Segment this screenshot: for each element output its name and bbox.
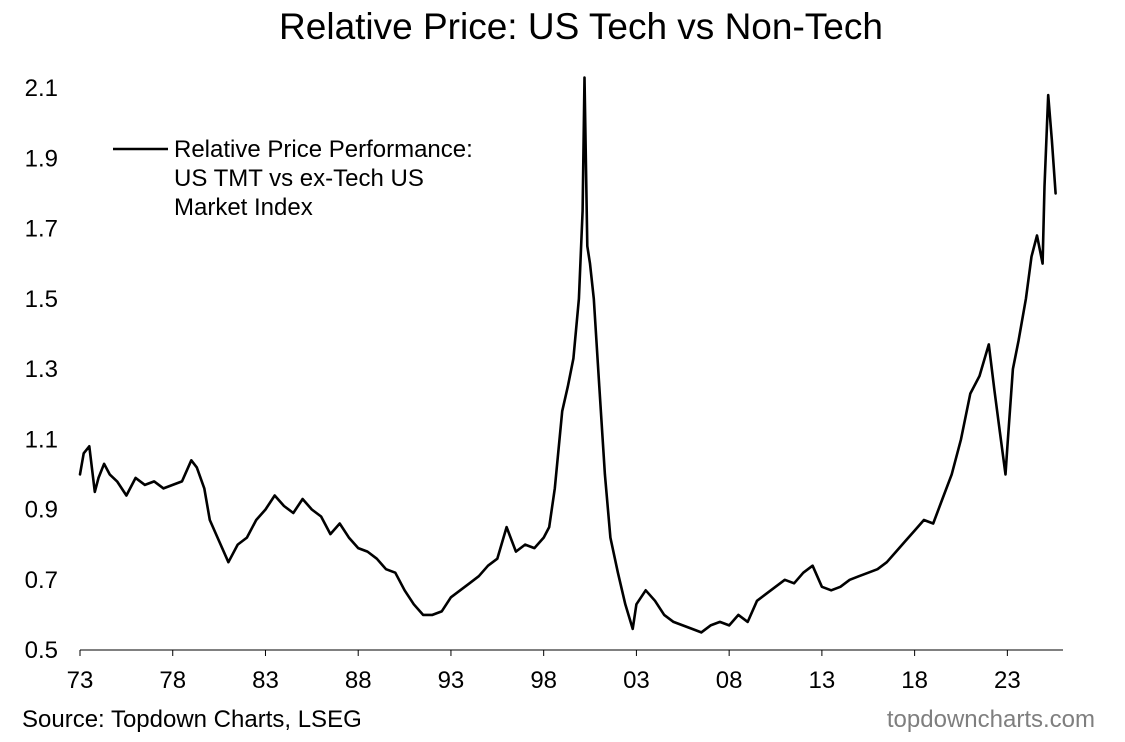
- series-line-relative-price: [78, 76, 1057, 634]
- y-tick-label: 0.7: [25, 567, 58, 594]
- legend-label-line-2: US TMT vs ex-Tech US: [174, 165, 424, 192]
- brand-watermark: topdowncharts.com: [887, 706, 1095, 733]
- x-tick-label: 93: [438, 667, 465, 694]
- y-tick-label: 1.9: [25, 145, 58, 172]
- y-tick-label: 1.3: [25, 356, 58, 383]
- x-tick-label: 78: [159, 667, 186, 694]
- y-tick-label: 0.5: [25, 637, 58, 664]
- x-tick-label: 73: [67, 667, 94, 694]
- y-tick-label: 1.1: [25, 426, 58, 453]
- y-tick-label: 1.5: [25, 286, 58, 313]
- legend: Relative Price Performance: US TMT vs ex…: [113, 136, 473, 221]
- y-axis-ticks: 0.5 0.7 0.9 1.1 1.3 1.5 1.7 1.9 2.1: [25, 75, 58, 664]
- x-tick-label: 83: [252, 667, 279, 694]
- x-tick-label: 03: [623, 667, 650, 694]
- y-tick-label: 2.1: [25, 75, 58, 102]
- source-note: Source: Topdown Charts, LSEG: [22, 706, 362, 733]
- legend-label-line-1: Relative Price Performance:: [174, 136, 473, 163]
- chart-title: Relative Price: US Tech vs Non-Tech: [279, 6, 883, 47]
- y-tick-label: 0.9: [25, 497, 58, 524]
- x-tick-label: 23: [994, 667, 1021, 694]
- x-tick-label: 08: [716, 667, 743, 694]
- x-axis-ticks: 73 78 83 88 93 98 03 08 13 18 23: [67, 650, 1021, 694]
- y-tick-label: 1.7: [25, 216, 58, 243]
- x-tick-label: 13: [809, 667, 836, 694]
- x-tick-label: 98: [530, 667, 557, 694]
- x-tick-label: 18: [901, 667, 928, 694]
- legend-label-line-3: Market Index: [174, 194, 313, 221]
- x-tick-label: 88: [345, 667, 372, 694]
